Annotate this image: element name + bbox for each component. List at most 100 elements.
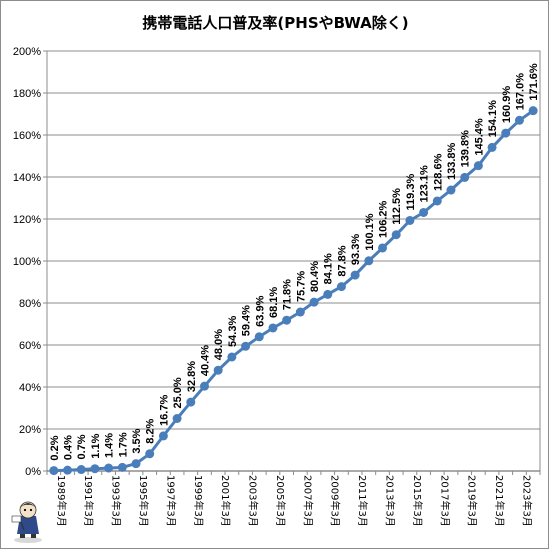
x-tick-label: 2011年3月	[356, 475, 369, 527]
data-point	[419, 207, 429, 217]
y-axis: 0% 20% 40% 60% 80% 100% 120% 140% 160% 180% 200%	[13, 46, 47, 478]
y-tick-label: 0%	[25, 466, 41, 478]
data-label: 167.0%	[514, 73, 526, 111]
data-point	[213, 365, 223, 375]
data-label: 80.4%	[309, 261, 321, 292]
data-point	[446, 185, 456, 195]
x-tick-label: 2023年3月	[520, 475, 533, 527]
data-point	[350, 270, 360, 280]
x-tick-label: 1999年3月	[192, 475, 205, 527]
data-label: 106.2%	[378, 200, 390, 238]
data-label: 112.5%	[391, 188, 403, 225]
data-point	[199, 381, 209, 391]
y-tick-label: 160%	[13, 130, 41, 142]
y-tick-label: 80%	[19, 298, 41, 310]
data-point	[172, 414, 182, 423]
data-label: 100.1%	[364, 213, 376, 251]
data-point	[391, 230, 401, 240]
data-point	[460, 172, 470, 182]
data-point	[405, 215, 415, 225]
data-label: 68.1%	[268, 287, 280, 318]
y-tick-label: 20%	[19, 424, 41, 436]
data-label: 1.1%	[90, 433, 102, 458]
data-point	[254, 332, 264, 342]
data-label: 1.7%	[117, 432, 129, 457]
data-point	[227, 352, 237, 362]
y-tick-label: 180%	[13, 88, 41, 100]
data-label: 75.7%	[295, 271, 307, 302]
data-point	[104, 463, 114, 473]
x-tick-label: 2003年3月	[247, 475, 260, 527]
data-point	[268, 323, 278, 333]
data-point	[282, 315, 292, 325]
data-label: 87.8%	[336, 245, 348, 276]
data-point	[241, 341, 251, 351]
data-label: 59.4%	[241, 305, 253, 336]
x-tick-label: 2015年3月	[411, 475, 424, 527]
data-point	[323, 289, 333, 299]
y-tick-label: 140%	[13, 172, 41, 184]
y-tick-label: 100%	[13, 256, 41, 268]
data-point	[528, 106, 538, 116]
data-label: 139.8%	[460, 130, 472, 168]
x-tick-label: 2009年3月	[329, 475, 342, 527]
data-label: 145.4%	[473, 118, 485, 156]
y-tick-label: 120%	[13, 214, 41, 226]
data-label: 160.9%	[501, 86, 513, 124]
data-point	[473, 161, 483, 171]
data-label: 171.6%	[528, 63, 540, 101]
data-label: 16.7%	[158, 395, 170, 426]
data-point	[49, 466, 59, 476]
x-tick-label: 1995年3月	[137, 475, 150, 527]
data-point	[131, 459, 141, 469]
data-point	[63, 465, 73, 475]
data-point	[295, 307, 305, 317]
data-label: 128.6%	[432, 153, 444, 191]
data-label: 3.5%	[131, 428, 143, 453]
x-tick-label: 2013年3月	[384, 475, 397, 527]
data-label: 84.1%	[323, 253, 335, 284]
data-label: 48.0%	[213, 329, 225, 360]
x-tick-label: 1993年3月	[110, 475, 123, 527]
data-label: 1.4%	[104, 433, 116, 458]
x-tick-label: 2021年3月	[493, 475, 506, 527]
x-axis: 1989年3月 1991年3月 1993年3月 1995年3月 1997年3月 1999年…	[46, 470, 541, 527]
data-label: 133.8%	[446, 142, 458, 180]
data-label: 123.1%	[419, 165, 431, 203]
data-label: 119.3%	[405, 174, 417, 211]
data-point	[186, 397, 196, 407]
data-label: 25.0%	[172, 377, 184, 408]
mascot-icon	[11, 501, 42, 543]
data-label: 8.2%	[145, 418, 157, 443]
y-tick-label: 40%	[19, 382, 41, 394]
x-tick-label: 1997年3月	[164, 475, 177, 527]
data-labels: 0.2% 0.4% 0.7% 1.1% 1.4% 1.7% 3.5% 8.2%16.7%25.…	[49, 63, 540, 460]
x-tick-label: 2019年3月	[466, 475, 479, 527]
x-tick-label: 2005年3月	[274, 475, 287, 527]
data-point	[487, 142, 497, 152]
x-tick-label: 2001年3月	[219, 475, 232, 527]
data-label: 32.8%	[186, 361, 198, 392]
gridlines	[46, 50, 541, 472]
y-tick-label: 60%	[19, 340, 41, 352]
data-point	[432, 196, 442, 206]
y-tick-label: 200%	[13, 46, 41, 58]
data-label: 54.3%	[227, 316, 239, 347]
data-point	[158, 431, 168, 441]
series-line	[49, 106, 538, 476]
x-tick-label: 1989年3月	[55, 475, 68, 527]
data-point	[514, 115, 524, 125]
data-point	[117, 462, 127, 472]
data-label: 71.8%	[282, 279, 294, 310]
data-label: 0.4%	[63, 435, 75, 460]
data-point	[378, 243, 388, 253]
data-label: 0.7%	[76, 434, 88, 459]
data-point	[76, 465, 86, 475]
data-point	[364, 256, 374, 266]
data-point	[145, 449, 155, 459]
x-tick-label: 1991年3月	[82, 475, 95, 527]
data-point	[501, 128, 511, 138]
data-point	[90, 464, 100, 474]
